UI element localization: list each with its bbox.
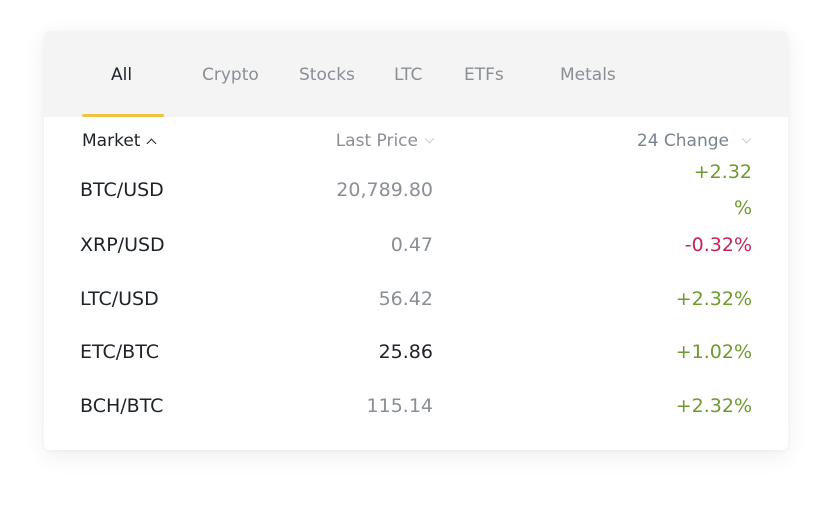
market-card: All Crypto Stocks LTC ETFs Metals Market… xyxy=(44,31,788,450)
change-percent: +2.32% xyxy=(675,288,752,310)
tab-etfs[interactable]: ETFs xyxy=(464,65,504,85)
chevron-up-icon xyxy=(146,138,157,148)
market-pair: LTC/USD xyxy=(80,288,159,310)
tab-stocks[interactable]: Stocks xyxy=(299,65,355,85)
active-tab-indicator xyxy=(82,114,164,117)
change-column-header[interactable]: 24 Change xyxy=(636,131,752,151)
table-row[interactable]: BCH/BTC 115.14 +2.32% xyxy=(44,379,788,433)
last-price-header-label: Last Price xyxy=(335,131,418,151)
tab-bar: All Crypto Stocks LTC ETFs Metals xyxy=(44,31,788,117)
tab-metals[interactable]: Metals xyxy=(560,65,616,85)
last-price-column-header[interactable]: Last Price xyxy=(335,131,435,151)
chevron-down-icon xyxy=(741,133,752,144)
last-price: 25.86 xyxy=(378,341,433,363)
change-percent: +2.32 % xyxy=(693,161,752,219)
tab-all[interactable]: All xyxy=(111,65,133,85)
tab-ltc[interactable]: LTC xyxy=(394,65,423,85)
table-row[interactable]: ETC/BTC 25.86 +1.02% xyxy=(44,325,788,379)
change-percent: +2.32% xyxy=(675,395,752,417)
table-row[interactable]: BTC/USD 20,789.80 +2.32 % xyxy=(44,161,788,219)
last-price: 0.47 xyxy=(390,234,433,256)
last-price: 20,789.80 xyxy=(336,179,433,201)
last-price: 115.14 xyxy=(366,395,433,417)
market-pair: ETC/BTC xyxy=(80,341,159,363)
market-pair: BCH/BTC xyxy=(80,395,164,417)
market-pair: XRP/USD xyxy=(80,234,165,256)
market-pair: BTC/USD xyxy=(80,179,164,201)
chevron-down-icon xyxy=(424,133,435,144)
market-header-label: Market xyxy=(82,131,141,151)
table-row[interactable]: LTC/USD 56.42 +2.32% xyxy=(44,272,788,326)
market-column-header[interactable]: Market xyxy=(82,131,157,151)
change-percent: -0.32% xyxy=(684,234,752,256)
last-price: 56.42 xyxy=(378,288,433,310)
change-header-label: 24 Change xyxy=(636,131,729,151)
tab-crypto[interactable]: Crypto xyxy=(202,65,259,85)
change-percent: +1.02% xyxy=(675,341,752,363)
table-row[interactable]: XRP/USD 0.47 -0.32% xyxy=(44,218,788,272)
